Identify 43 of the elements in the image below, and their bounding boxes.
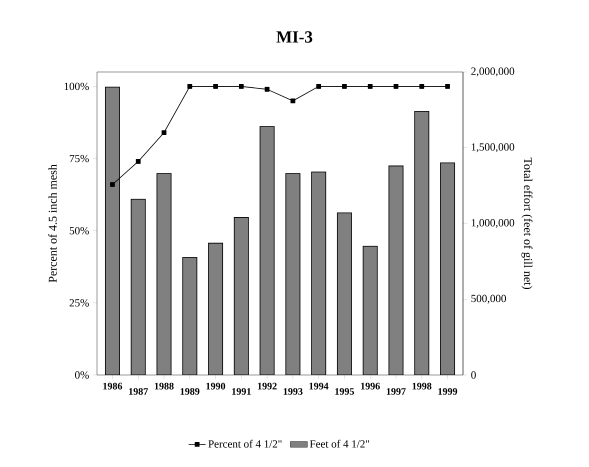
x-tick-label: 1988 <box>154 382 174 390</box>
y-tick-label: 100% <box>64 82 89 90</box>
legend-label: Feet of 4 1/2" <box>310 440 370 448</box>
y-tick-label: 50% <box>70 227 89 234</box>
y2-tick-label: 1,000,000 <box>472 219 514 228</box>
x-tick-label: 1998 <box>412 382 432 390</box>
point <box>445 84 450 89</box>
y2-tick-label: 0 <box>471 371 476 379</box>
x-tick-label: 1994 <box>310 382 328 390</box>
point <box>238 84 244 89</box>
x-tick-label: 1995 <box>335 388 354 395</box>
x-tick-label: 1996 <box>361 382 380 390</box>
point <box>136 159 141 164</box>
point <box>264 86 270 92</box>
point <box>110 182 115 187</box>
y-tick-label: 75% <box>70 154 89 162</box>
y-tick-label: 25% <box>70 299 89 307</box>
y2-tick-label: 2,000,000 <box>471 68 514 76</box>
point <box>213 84 218 89</box>
x-tick-label: 1989 <box>180 388 200 395</box>
y2-tick-label: 500,000 <box>471 294 506 304</box>
point <box>368 84 373 89</box>
chart-title: MI-3 <box>276 31 312 43</box>
x-tick-label: 1987 <box>129 388 148 395</box>
x-tick-label: 1986 <box>103 382 122 390</box>
point <box>342 84 347 89</box>
y-tick-label: 0% <box>75 371 89 379</box>
point <box>162 130 166 135</box>
point <box>419 84 424 89</box>
point <box>394 84 398 89</box>
x-tick-label: 1999 <box>438 388 458 395</box>
point <box>187 84 192 89</box>
y-axis-title: Percent of 4.5 inch mesh <box>48 164 57 282</box>
x-tick-label: 1993 <box>284 388 303 395</box>
legend-label: Percent of 4 1/2" <box>208 440 282 448</box>
point <box>316 84 322 89</box>
y2-tick-label: 1,500,000 <box>472 143 514 152</box>
x-tick-label: 1990 <box>206 382 226 390</box>
point <box>290 98 296 104</box>
x-tick-label: 1992 <box>258 382 277 390</box>
x-tick-label: 1991 <box>232 388 251 395</box>
x-tick-label: 1997 <box>386 388 406 395</box>
y2-axis-title: Total effort (feet of gill net) <box>521 158 532 290</box>
